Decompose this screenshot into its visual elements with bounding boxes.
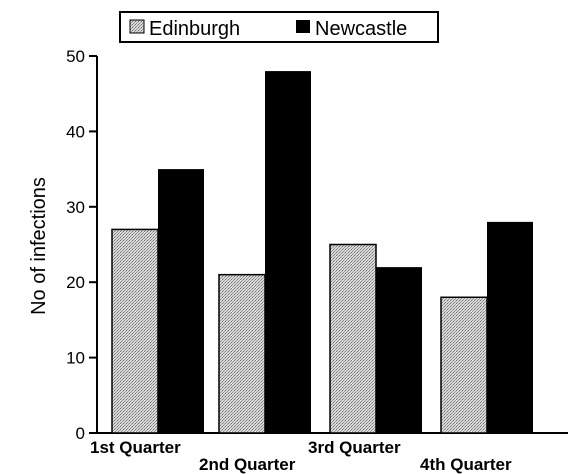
y-tick-label: 40 <box>66 122 85 141</box>
bar-edinburgh-4 <box>440 296 488 434</box>
legend-swatch-newcastle <box>296 20 310 33</box>
y-ticks: 0 10 20 30 40 50 <box>66 47 97 443</box>
bar-edinburgh-1 <box>111 228 159 434</box>
y-tick-label: 0 <box>76 424 85 443</box>
legend-label-edinburgh: Edinburgh <box>149 18 240 40</box>
bars <box>111 71 533 434</box>
x-labels: 1st Quarter 2nd Quarter 3rd Quarter 4th Qua… <box>90 438 512 474</box>
bar-newcastle-3 <box>376 267 422 433</box>
x-category-label: 1st Quarter <box>90 438 181 457</box>
y-tick-label: 10 <box>66 349 85 368</box>
bar-edinburgh-2 <box>218 273 266 434</box>
y-tick-label: 50 <box>66 47 85 66</box>
legend-label-newcastle: Newcastle <box>315 18 407 40</box>
bar-newcastle-4 <box>487 221 533 433</box>
bar-edinburgh-3 <box>329 243 377 434</box>
y-tick-label: 20 <box>66 273 85 292</box>
x-category-label: 2nd Quarter <box>199 455 296 474</box>
legend-swatch-edinburgh <box>129 19 145 34</box>
x-category-label: 4th Quarter <box>420 455 512 474</box>
y-axis-title: No of infections <box>28 177 50 315</box>
y-tick-label: 30 <box>66 198 85 217</box>
bar-newcastle-1 <box>158 169 204 433</box>
x-category-label: 3rd Quarter <box>308 438 401 457</box>
bar-newcastle-2 <box>265 71 311 433</box>
legend: Edinburgh Newcastle <box>119 11 439 43</box>
legend-box <box>119 11 439 43</box>
